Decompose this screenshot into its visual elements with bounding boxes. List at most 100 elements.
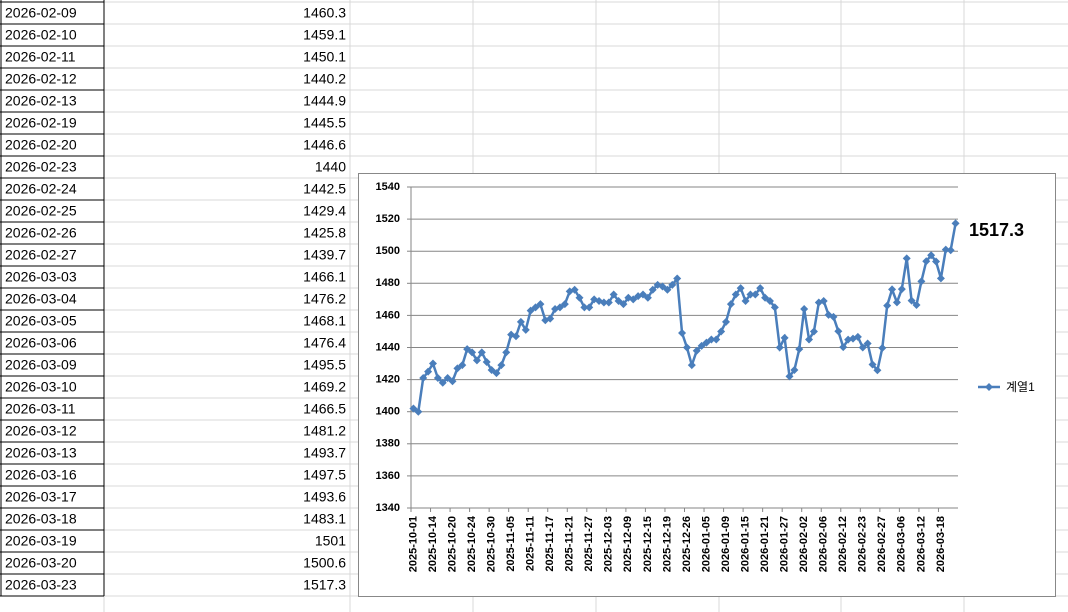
point-marker: [438, 378, 447, 387]
y-tick-label: 1480: [376, 277, 400, 289]
point-marker: [414, 407, 423, 416]
date-cell: 2026-02-24: [5, 181, 77, 197]
point-marker: [648, 285, 657, 294]
legend-marker: [985, 383, 993, 391]
x-tick-label: 2025-11-21: [564, 516, 576, 572]
point-marker: [687, 361, 696, 370]
date-cell: 2026-03-06: [5, 335, 77, 351]
point-marker: [433, 373, 442, 382]
value-cell: 1444.9: [303, 93, 346, 109]
point-marker: [892, 298, 901, 307]
series-line: [412, 223, 957, 414]
x-tick-label: 2025-11-11: [525, 516, 537, 571]
x-tick-label: 2025-10-01: [407, 516, 419, 572]
chart-area: [358, 173, 1056, 597]
x-tick-label: 2026-02-02: [798, 516, 810, 572]
x-tick-label: 2026-03-12: [915, 516, 927, 572]
y-tick-label: 1400: [376, 406, 400, 418]
date-cell: 2026-02-23: [5, 159, 77, 175]
date-cell: 2026-02-10: [5, 27, 77, 43]
point-marker: [629, 295, 638, 304]
point-marker: [941, 245, 950, 254]
x-tick-label: 2025-12-19: [661, 516, 673, 572]
point-marker: [619, 300, 628, 309]
date-cell: 2026-03-09: [5, 357, 77, 373]
y-tick-label: 1440: [376, 341, 400, 353]
point-marker: [712, 335, 721, 344]
point-marker: [756, 284, 765, 293]
date-cell: 2026-03-20: [5, 555, 77, 571]
x-tick-label: 2025-10-20: [446, 516, 458, 572]
date-cell: 2026-03-23: [5, 577, 77, 593]
y-tick-label: 1500: [376, 245, 400, 257]
point-marker: [580, 303, 589, 312]
x-tick-label: 2025-11-27: [583, 516, 595, 572]
y-tick-label: 1380: [376, 438, 400, 450]
y-tick-label: 1520: [376, 213, 400, 225]
point-marker: [853, 332, 862, 341]
value-cell: 1483.1: [303, 511, 346, 527]
point-marker: [795, 345, 804, 354]
value-cell: 1476.4: [303, 335, 346, 351]
point-marker: [765, 296, 774, 305]
value-cell: 1493.7: [303, 445, 346, 461]
value-cell: 1497.5: [303, 467, 346, 483]
value-cell: 1466.1: [303, 269, 346, 285]
value-cell: 1468.1: [303, 313, 346, 329]
x-tick-label: 2025-12-09: [622, 516, 634, 572]
date-cell: 2026-02-20: [5, 137, 77, 153]
value-cell: 1446.6: [303, 137, 346, 153]
point-marker: [585, 303, 594, 312]
point-marker: [917, 277, 926, 286]
point-marker: [658, 282, 667, 291]
date-cell: 2026-02-09: [5, 5, 77, 21]
point-marker: [741, 296, 750, 305]
point-marker: [819, 296, 828, 305]
value-cell: 1495.5: [303, 357, 346, 373]
point-marker: [638, 290, 647, 299]
point-marker: [707, 335, 716, 344]
chart: 1340 1360 1380 1400 1420 1440 1460 1480 1500 1520…: [358, 173, 1056, 597]
point-marker: [570, 285, 579, 294]
point-marker: [536, 300, 545, 309]
point-marker: [883, 301, 892, 310]
point-marker: [800, 304, 809, 313]
x-tick-label: 2026-01-27: [779, 516, 791, 572]
value-cell: 1476.2: [303, 291, 346, 307]
x-tick-label: 2026-01-05: [700, 516, 712, 572]
point-marker: [492, 369, 501, 378]
x-tick-label: 2026-02-27: [876, 516, 888, 572]
value-cell: 1459.1: [303, 27, 346, 43]
date-cell: 2026-02-11: [5, 49, 76, 65]
data-label: 1517.3: [969, 220, 1024, 240]
point-marker: [829, 312, 838, 321]
point-marker: [902, 254, 911, 263]
date-cell: 2026-02-19: [5, 115, 77, 131]
y-tick-label: 1420: [376, 374, 400, 386]
point-marker: [722, 317, 731, 326]
date-cell: 2026-02-25: [5, 203, 77, 219]
point-marker: [604, 298, 613, 307]
point-marker: [726, 300, 735, 309]
point-marker: [770, 303, 779, 312]
date-cell: 2026-03-18: [5, 511, 77, 527]
point-marker: [668, 280, 677, 289]
x-tick-label: 2025-11-17: [544, 516, 556, 572]
point-marker: [692, 346, 701, 355]
point-marker: [785, 372, 794, 381]
point-marker: [463, 345, 472, 354]
date-cell: 2026-03-05: [5, 313, 77, 329]
point-marker: [477, 348, 486, 357]
point-marker: [809, 327, 818, 336]
point-marker: [673, 274, 682, 283]
point-marker: [502, 348, 511, 357]
point-marker: [775, 343, 784, 352]
value-cell: 1440: [315, 159, 346, 175]
legend-label: 계열1: [1006, 380, 1035, 394]
x-tick-label: 2025-12-26: [681, 516, 693, 572]
point-marker: [526, 306, 535, 315]
point-marker: [643, 293, 652, 302]
value-cell: 1450.1: [303, 49, 346, 65]
point-marker: [936, 274, 945, 283]
